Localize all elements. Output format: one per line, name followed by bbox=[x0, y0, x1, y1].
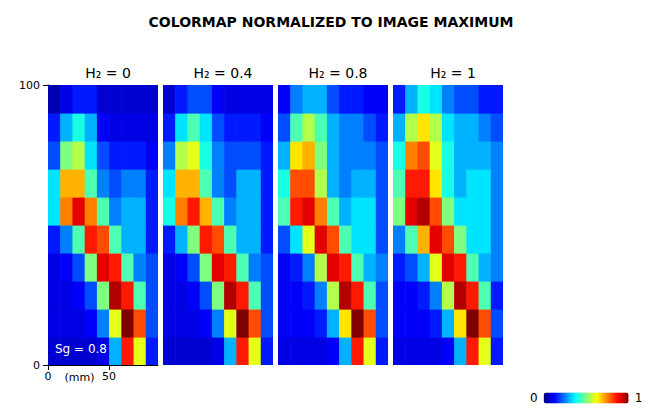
svg-text:H₂ = 0: H₂ = 0 bbox=[85, 65, 131, 81]
svg-text:(mm): (mm) bbox=[65, 371, 95, 384]
svg-text:H₂ = 0.4: H₂ = 0.4 bbox=[193, 65, 252, 81]
svg-text:0: 0 bbox=[33, 359, 40, 372]
svg-text:50: 50 bbox=[102, 370, 116, 383]
svg-text:COLORMAP NORMALIZED TO IMAGE M: COLORMAP NORMALIZED TO IMAGE MAXIMUM bbox=[149, 14, 514, 30]
svg-text:H₂ = 0.8: H₂ = 0.8 bbox=[308, 65, 367, 81]
svg-text:Sg = 0.8: Sg = 0.8 bbox=[55, 342, 107, 356]
svg-text:0: 0 bbox=[530, 391, 538, 405]
svg-text:1: 1 bbox=[635, 391, 643, 405]
svg-text:0: 0 bbox=[45, 370, 52, 383]
svg-text:H₂ = 1: H₂ = 1 bbox=[430, 65, 476, 81]
svg-text:100: 100 bbox=[19, 79, 40, 92]
